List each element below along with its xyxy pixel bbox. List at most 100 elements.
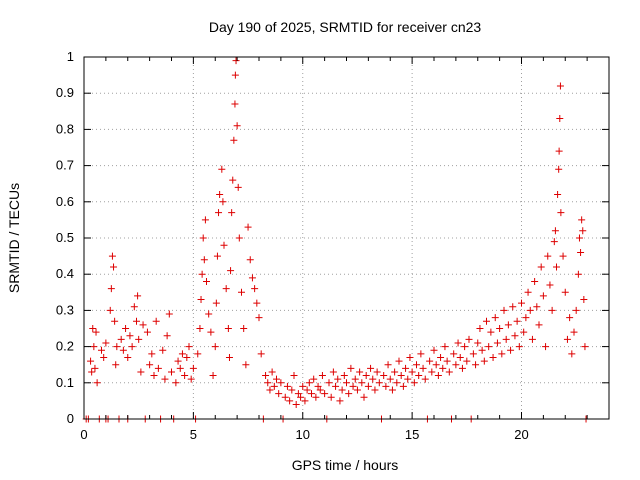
data-point bbox=[174, 357, 182, 365]
data-point bbox=[207, 328, 215, 336]
data-point bbox=[90, 343, 98, 351]
data-point bbox=[196, 325, 204, 332]
data-point bbox=[251, 285, 259, 293]
data-point bbox=[478, 346, 486, 354]
y-tick-label: 0.1 bbox=[56, 375, 74, 390]
data-point bbox=[98, 346, 105, 354]
data-point bbox=[264, 379, 272, 387]
data-point bbox=[189, 364, 197, 372]
data-point bbox=[533, 303, 541, 311]
data-point bbox=[535, 321, 543, 329]
data-point bbox=[198, 270, 206, 278]
y-tick-label: 0.5 bbox=[56, 230, 74, 245]
data-point bbox=[493, 339, 501, 347]
data-point bbox=[574, 270, 582, 278]
data-point bbox=[318, 372, 326, 380]
data-point bbox=[445, 368, 453, 376]
x-axis-label: GPS time / hours bbox=[292, 457, 399, 473]
data-point bbox=[262, 372, 270, 380]
data-point bbox=[111, 317, 119, 325]
data-point bbox=[526, 306, 534, 314]
data-point bbox=[294, 390, 302, 398]
data-point bbox=[426, 357, 434, 365]
data-point bbox=[489, 353, 497, 361]
data-point bbox=[343, 379, 350, 387]
data-point bbox=[522, 314, 530, 322]
data-point bbox=[200, 256, 208, 264]
data-point bbox=[353, 386, 361, 394]
data-point bbox=[106, 306, 114, 314]
data-point bbox=[203, 277, 210, 285]
data-point bbox=[130, 303, 138, 311]
chart-title: Day 190 of 2025, SRMTID for receiver cn2… bbox=[209, 19, 482, 35]
data-point bbox=[454, 339, 462, 347]
data-point bbox=[159, 346, 167, 354]
data-point bbox=[511, 332, 519, 340]
x-tick-label: 0 bbox=[80, 427, 87, 442]
data-point bbox=[472, 361, 480, 369]
data-point bbox=[154, 364, 162, 372]
data-point bbox=[212, 299, 220, 307]
data-point bbox=[550, 238, 558, 246]
grid-lines bbox=[84, 57, 609, 419]
data-point bbox=[349, 382, 357, 390]
data-point bbox=[248, 274, 256, 282]
data-point bbox=[228, 209, 236, 217]
data-point bbox=[504, 321, 512, 329]
data-point bbox=[402, 364, 410, 372]
data-point bbox=[463, 357, 471, 365]
data-point bbox=[546, 281, 554, 289]
y-tick-label: 0 bbox=[67, 411, 74, 426]
data-point bbox=[507, 346, 515, 354]
data-point bbox=[358, 379, 366, 387]
data-point bbox=[108, 252, 116, 260]
data-point bbox=[165, 310, 173, 318]
data-point bbox=[288, 386, 296, 394]
data-point bbox=[321, 390, 329, 398]
data-point bbox=[181, 372, 189, 380]
data-point bbox=[485, 343, 493, 351]
data-point bbox=[563, 335, 571, 343]
data-point bbox=[229, 176, 237, 184]
data-point bbox=[110, 263, 118, 271]
data-point bbox=[371, 386, 379, 394]
data-point bbox=[410, 379, 418, 387]
data-point bbox=[270, 382, 278, 390]
data-point bbox=[102, 339, 110, 347]
data-point bbox=[227, 267, 235, 275]
data-point bbox=[375, 379, 383, 387]
data-point bbox=[281, 393, 289, 401]
data-point bbox=[146, 361, 154, 369]
data-point bbox=[218, 165, 226, 173]
data-point bbox=[461, 343, 469, 351]
data-point bbox=[537, 263, 545, 271]
data-point bbox=[393, 379, 401, 387]
data-point bbox=[88, 368, 96, 376]
data-point bbox=[364, 382, 372, 390]
data-point bbox=[325, 379, 333, 387]
data-point bbox=[290, 372, 298, 380]
data-point bbox=[273, 375, 280, 383]
data-point bbox=[220, 241, 228, 249]
data-point bbox=[299, 382, 307, 390]
data-point bbox=[524, 288, 532, 296]
data-point bbox=[456, 353, 464, 361]
y-tick-label: 0.7 bbox=[56, 158, 74, 173]
data-point bbox=[437, 353, 445, 361]
data-point bbox=[544, 252, 552, 260]
data-point bbox=[452, 361, 460, 369]
data-point bbox=[561, 288, 569, 296]
data-point bbox=[480, 357, 488, 365]
y-tick-label: 0.8 bbox=[56, 121, 74, 136]
data-point bbox=[580, 296, 588, 304]
data-point bbox=[209, 372, 217, 380]
data-point bbox=[286, 397, 294, 405]
data-point bbox=[391, 368, 399, 376]
data-point bbox=[566, 314, 574, 322]
y-tick-label: 0.9 bbox=[56, 85, 74, 100]
data-point bbox=[568, 350, 576, 358]
data-point bbox=[428, 368, 436, 376]
data-point bbox=[382, 382, 390, 390]
data-point bbox=[556, 115, 564, 123]
